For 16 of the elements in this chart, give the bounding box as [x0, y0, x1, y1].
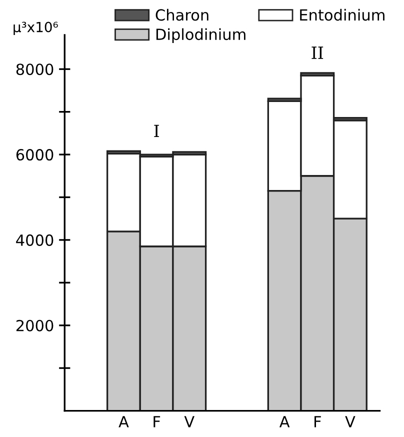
y-tick-label: 4000 — [16, 234, 54, 246]
annotation: II — [312, 46, 324, 59]
legend-label: Charon — [156, 8, 208, 21]
y-tick-label: 8000 — [16, 64, 54, 76]
x-tick-label: A — [279, 416, 290, 428]
x-tick-label: A — [118, 416, 129, 428]
legend-label: Entodinium — [300, 8, 384, 21]
x-tick-label: F — [154, 416, 160, 428]
x-tick-label: V — [184, 416, 194, 428]
y-axis-title: μ³x10⁶ — [14, 22, 58, 35]
x-tick-label: V — [345, 416, 356, 428]
legend-label: Diplodinium — [156, 28, 246, 44]
y-tick-label: 2000 — [16, 320, 54, 332]
annotation: I — [154, 124, 159, 137]
y-tick-label: 6000 — [16, 149, 54, 161]
x-tick-label: F — [314, 416, 321, 428]
